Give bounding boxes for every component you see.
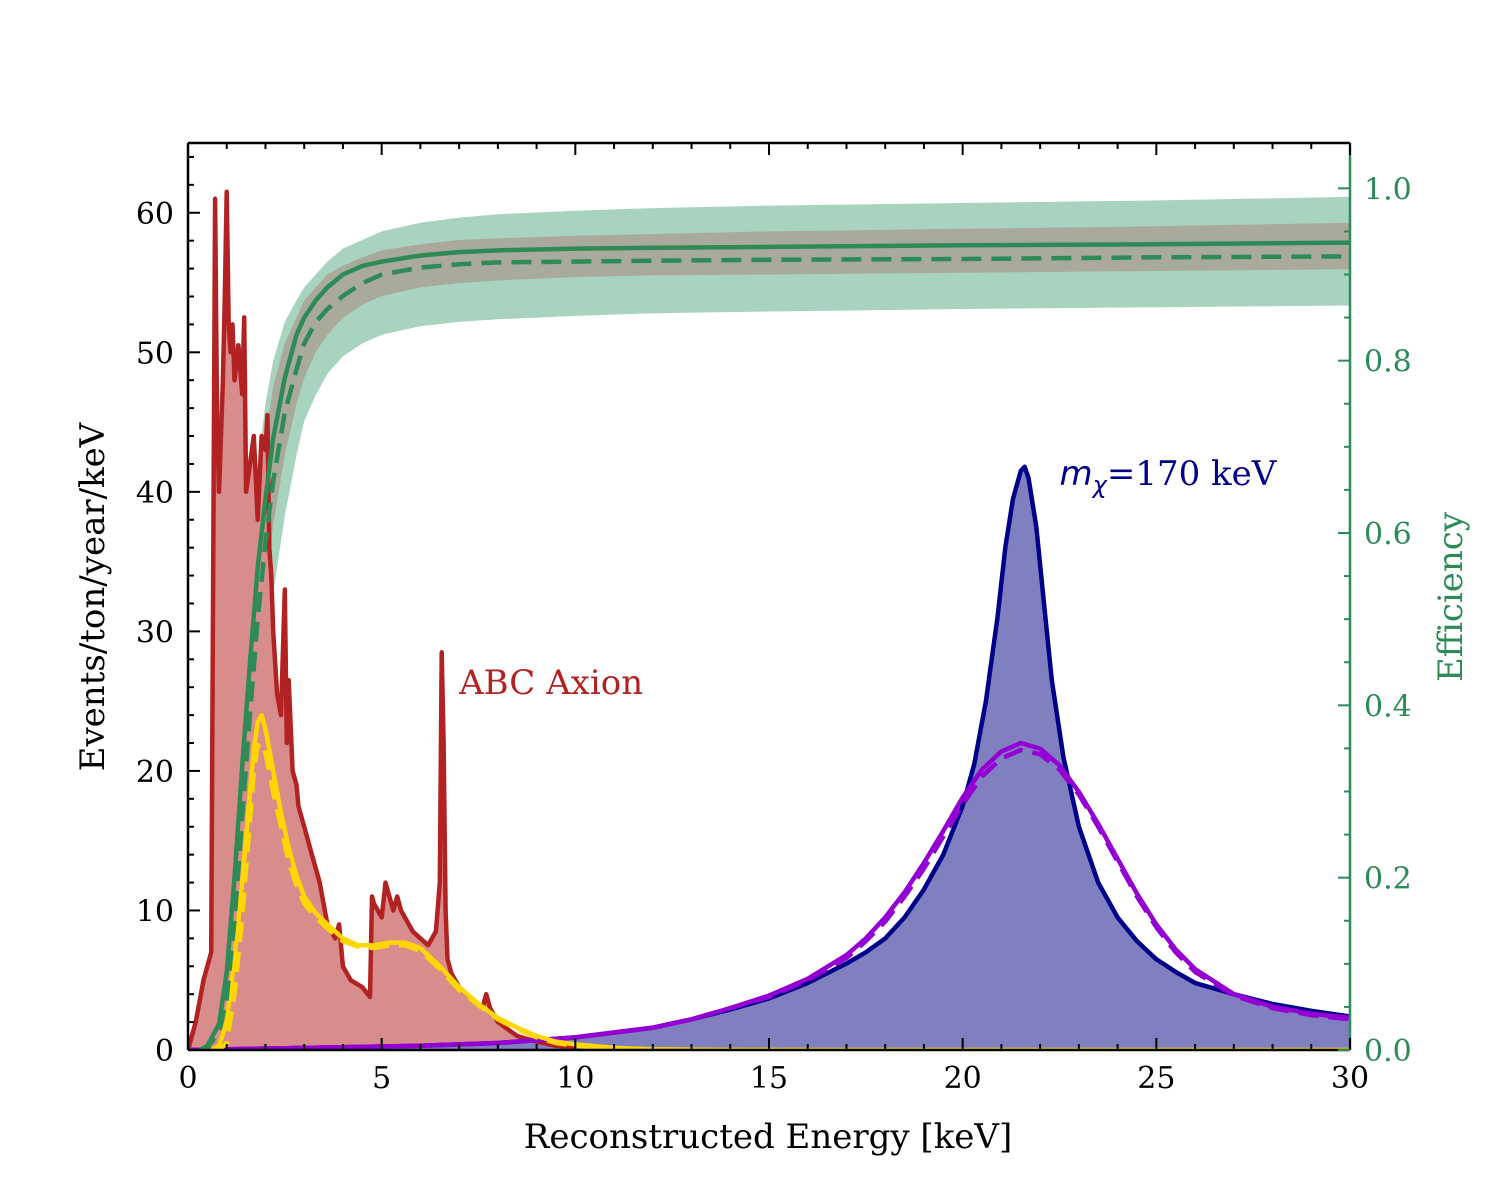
y-axis-label: Events/ton/year/keV bbox=[73, 421, 113, 771]
x-tick-label: 15 bbox=[750, 1061, 788, 1096]
efficiency-band-outer bbox=[199, 196, 1350, 1050]
fill-layer bbox=[188, 191, 1350, 1050]
x-tick-label: 30 bbox=[1331, 1061, 1369, 1096]
y2-tick-label: 0.2 bbox=[1364, 862, 1412, 897]
dm-smeared-dashed-line bbox=[188, 747, 1350, 1050]
annotation-dm-mass: mχ=170 keV bbox=[1060, 454, 1278, 499]
axion-spectrum-line bbox=[188, 189, 576, 1050]
axion-smeared-dashed-line bbox=[211, 740, 808, 1050]
text-layer: Reconstructed Energy [keV] Events/ton/ye… bbox=[73, 172, 1471, 1157]
dm-spectrum-line bbox=[188, 464, 1350, 1050]
x-tick-label: 20 bbox=[944, 1061, 982, 1096]
y-tick-label: 60 bbox=[136, 197, 174, 232]
y-tick-label: 50 bbox=[136, 336, 174, 371]
axes-layer bbox=[186, 141, 1352, 1052]
y2-axis-label: Efficiency bbox=[1431, 511, 1471, 682]
annotation-axion: ABC Axion bbox=[458, 663, 643, 703]
x-tick-label: 25 bbox=[1137, 1061, 1175, 1096]
y2-tick-label: 0.4 bbox=[1364, 689, 1412, 724]
y2-tick-label: 0.8 bbox=[1364, 345, 1412, 380]
line-layer bbox=[188, 189, 1350, 1050]
x-tick-label: 5 bbox=[372, 1061, 391, 1096]
y-tick-label: 10 bbox=[136, 894, 174, 929]
y2-tick-label: 0.6 bbox=[1364, 517, 1412, 552]
y2-tick-label: 0.0 bbox=[1364, 1034, 1412, 1069]
dm-spectrum-fill bbox=[188, 466, 1350, 1050]
y2-tick-label: 1.0 bbox=[1364, 172, 1412, 207]
efficiency-solid-line bbox=[198, 240, 1350, 1050]
x-tick-label: 10 bbox=[556, 1061, 594, 1096]
y-tick-label: 40 bbox=[136, 476, 174, 511]
y-tick-label: 0 bbox=[155, 1034, 174, 1069]
x-axis-label: Reconstructed Energy [keV] bbox=[524, 1117, 1012, 1157]
y-tick-label: 20 bbox=[136, 755, 174, 790]
y-tick-label: 30 bbox=[136, 615, 174, 650]
x-tick-label: 0 bbox=[178, 1061, 197, 1096]
